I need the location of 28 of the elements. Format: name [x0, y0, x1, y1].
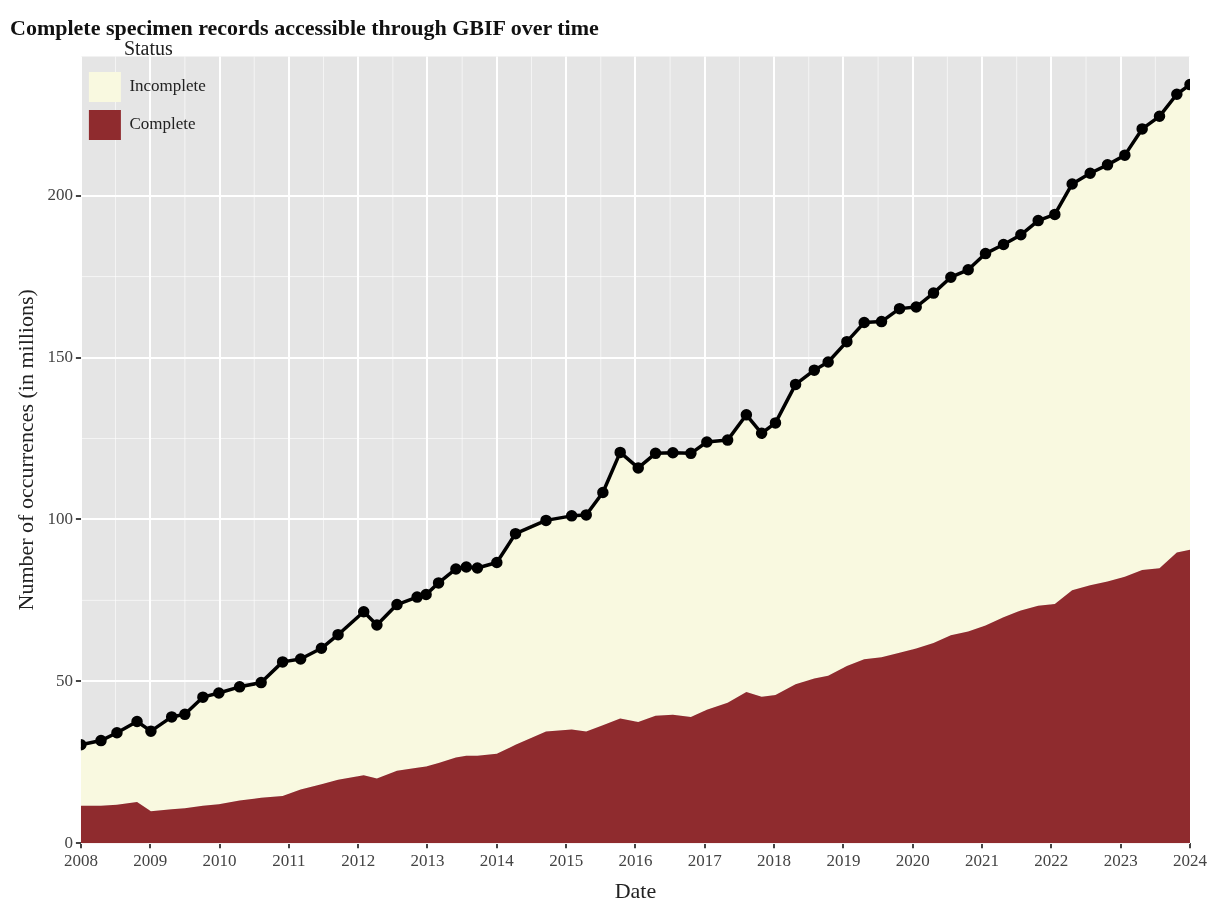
x-tick-label: 2014: [479, 850, 515, 870]
y-axis-title: Number of occurrences (in millions): [12, 289, 38, 611]
chart-title: Complete specimen records accessible through GBIF over time: [10, 14, 600, 40]
y-tick-label: 100: [47, 508, 73, 528]
x-tick-label: 2015: [549, 850, 584, 870]
y-tick-label: 200: [47, 185, 73, 205]
x-tick-label: 2012: [341, 850, 376, 870]
y-tick-label: 50: [55, 670, 73, 690]
y-tick-label: 0: [64, 832, 73, 852]
legend-title: Status: [123, 37, 174, 60]
x-tick-label: 2009: [133, 850, 168, 870]
x-tick-label: 2020: [895, 850, 930, 870]
x-tick-label: 2021: [965, 850, 1000, 870]
y-tick-label: 150: [47, 346, 73, 366]
x-tick-label: 2008: [63, 850, 98, 870]
x-tick-label: 2019: [826, 850, 861, 870]
x-tick-label: 2022: [1034, 850, 1069, 870]
x-tick-label: 2024: [1173, 850, 1208, 870]
legend-label: Complete: [129, 114, 196, 134]
x-tick-label: 2016: [618, 850, 653, 870]
legend-label: Incomplete: [129, 76, 206, 96]
x-axis-title: Date: [614, 877, 657, 903]
x-tick-label: 2010: [202, 850, 237, 870]
x-tick-label: 2023: [1103, 850, 1138, 870]
x-tick-label: 2018: [757, 850, 792, 870]
x-tick-label: 2017: [687, 850, 723, 870]
x-tick-label: 2013: [410, 850, 445, 870]
x-tick-label: 2011: [272, 850, 306, 870]
